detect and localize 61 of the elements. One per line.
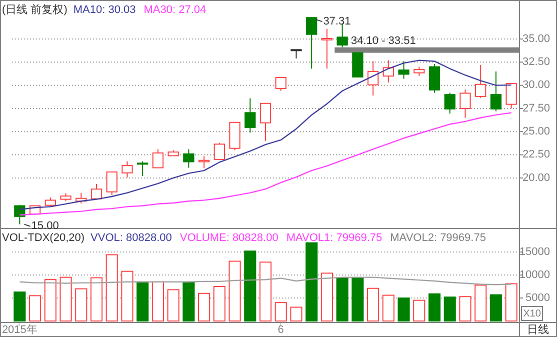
bar <box>398 298 410 322</box>
bar <box>413 300 426 322</box>
bar <box>75 288 88 322</box>
bar <box>228 260 241 322</box>
bar <box>336 277 348 322</box>
y-tick-label: 25.00 <box>522 126 550 138</box>
candlestick <box>367 60 379 96</box>
bar <box>152 281 164 322</box>
y-tick-label: 22.50 <box>522 148 550 161</box>
bar <box>44 279 56 322</box>
y-tick-label: 5000 <box>526 292 550 304</box>
y-tick-label: 20.00 <box>522 172 550 184</box>
annotation: VOLUME: 80828.00 <box>180 232 278 244</box>
bar <box>505 283 518 322</box>
bar <box>14 292 26 322</box>
chart-title: VOL-TDX(20,20) <box>2 232 85 244</box>
y-tick-label: 10000 <box>519 268 550 281</box>
text: 日线 <box>527 322 549 336</box>
bar <box>367 288 380 322</box>
bar <box>136 282 149 322</box>
bar <box>90 277 103 322</box>
bar <box>459 296 472 322</box>
y-tick-label: 35.00 <box>522 32 550 45</box>
bar <box>198 292 210 322</box>
bar <box>320 272 333 322</box>
band-label: 34.10 - 33.51 <box>351 35 416 48</box>
text: MA10: 30.03 <box>73 4 136 16</box>
bar <box>244 250 256 322</box>
bar <box>290 306 302 322</box>
bar <box>490 294 502 322</box>
candlestick <box>183 148 194 168</box>
chart-title: (日线 前复权) <box>2 2 68 16</box>
x-tick-label: 6 <box>278 324 284 336</box>
bar <box>306 242 318 322</box>
annotation: MAVOL2: 79969.75 <box>390 232 486 244</box>
bar <box>259 262 272 322</box>
bar <box>60 276 72 322</box>
candlestick <box>244 98 256 134</box>
bar <box>474 284 487 322</box>
bar <box>352 277 364 322</box>
y-tick-label: 27.50 <box>522 102 550 114</box>
bar <box>29 295 42 322</box>
y-tick-label: 32.50 <box>522 56 550 68</box>
y-tick-label: 15000 <box>519 246 550 258</box>
annotation: 37.31 <box>323 15 351 28</box>
text: X10 <box>523 308 542 320</box>
bar <box>121 270 134 322</box>
y-tick-label: 30.00 <box>522 79 550 92</box>
annotation: VVOL: 80828.00 <box>90 232 172 244</box>
candlestick <box>321 28 333 70</box>
annotation: MAVOL1: 79969.75 <box>286 232 382 244</box>
bar <box>382 294 394 322</box>
bar <box>274 302 287 322</box>
x-tick-label: 2015年 <box>2 324 38 336</box>
text: MA30: 27.04 <box>144 4 206 16</box>
bar <box>444 296 456 322</box>
bar <box>167 289 180 322</box>
bar <box>106 254 118 322</box>
bar <box>213 286 226 322</box>
bar <box>182 282 195 322</box>
bar <box>428 293 441 322</box>
